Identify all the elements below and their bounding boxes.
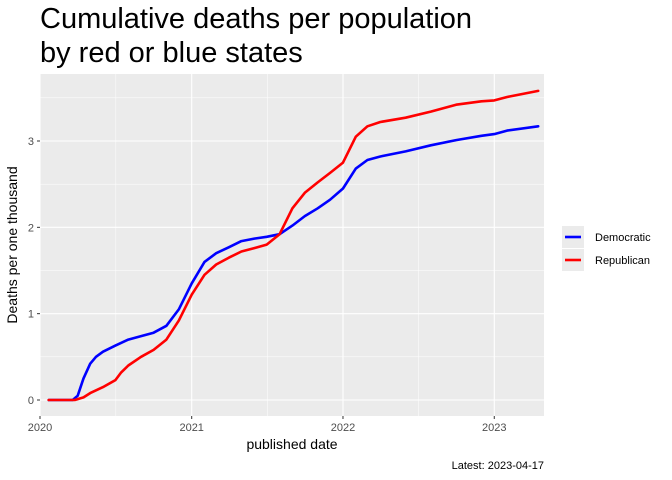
legend: Democratic Republican: [562, 226, 651, 271]
x-axis-title: published date: [246, 436, 337, 452]
series-line-democratic: [47, 125, 540, 402]
y-tick-label: 0: [28, 395, 34, 407]
legend-label-democratic: Democratic: [595, 232, 651, 244]
y-axis-title: Deaths per one thousand: [4, 166, 20, 323]
y-tick-label: 3: [28, 136, 34, 148]
chart-title: Cumulative deaths per population by red …: [40, 3, 473, 69]
y-axis-ticks: 0 1 2 3: [28, 136, 40, 407]
x-axis-ticks: 2020 2021 2022 2023: [28, 416, 507, 434]
x-tick-label: 2021: [179, 422, 203, 434]
x-tick-label: 2023: [482, 422, 506, 434]
y-tick-label: 1: [28, 309, 34, 321]
series-layer: [47, 89, 540, 402]
x-tick-label: 2022: [331, 422, 355, 434]
y-tick-label: 2: [28, 222, 34, 234]
series-line-republican: [47, 89, 540, 402]
x-tick-label: 2020: [28, 422, 52, 434]
plot-panel: [40, 74, 544, 416]
caption: Latest: 2023-04-17: [452, 460, 544, 472]
grid-minor: [40, 74, 544, 416]
legend-label-republican: Republican: [595, 255, 650, 267]
